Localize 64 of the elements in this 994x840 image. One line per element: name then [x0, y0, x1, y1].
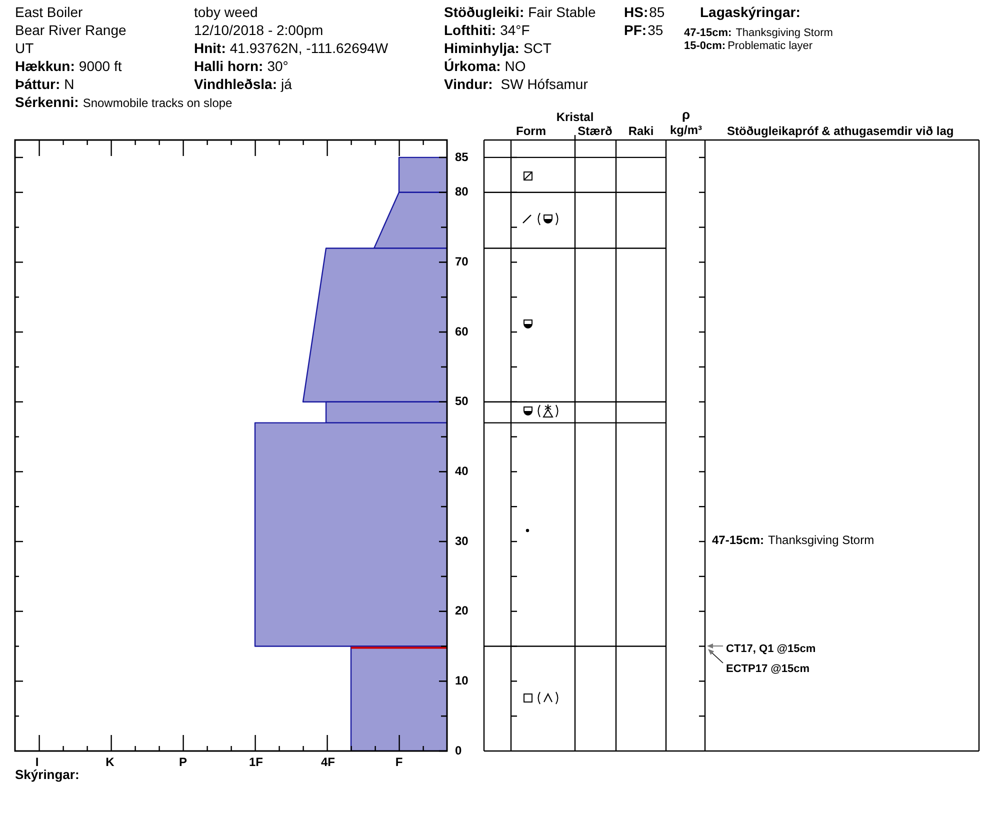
y-tick-label: 40 — [455, 464, 469, 478]
y-tick-label: 10 — [455, 673, 469, 688]
text: 30° — [267, 58, 288, 74]
text: 15-0cm: — [684, 40, 726, 52]
text: 12/10/2018 - 2:00pm — [194, 22, 324, 38]
text: Stöðugleiki: — [444, 4, 524, 20]
text: Raki — [628, 124, 654, 138]
y-tick-label: 70 — [455, 254, 469, 269]
y-tick-label: 85 — [455, 150, 469, 164]
text: já — [280, 76, 292, 92]
text: East Boiler — [15, 4, 83, 20]
text: UT — [15, 40, 34, 56]
y-tick-label: 50 — [455, 394, 469, 408]
text: 34°F — [500, 22, 530, 38]
text: Úrkoma: — [444, 58, 501, 74]
text: Himinhylja: — [444, 40, 520, 56]
text: NO — [504, 58, 526, 74]
text: 1F — [248, 755, 264, 769]
text: ρ — [682, 106, 690, 122]
text: SW Hófsamur — [500, 76, 588, 92]
text: CT17, Q1 @15cm — [726, 642, 816, 654]
y-tick-label: 0 — [455, 743, 462, 758]
text: Fair Stable — [528, 4, 596, 20]
text: Lofthiti: — [444, 22, 496, 38]
text: 47-15cm: — [684, 26, 732, 38]
text: P — [178, 755, 188, 769]
text: Vindhleðsla: — [194, 76, 277, 92]
text: I — [35, 755, 39, 769]
y-tick-label: 30 — [455, 534, 469, 548]
text: 85 — [649, 4, 665, 20]
text: Form — [516, 124, 546, 138]
text: Sérkenni: — [15, 94, 79, 110]
text: 35 — [648, 22, 664, 38]
y-tick-label: 20 — [455, 604, 469, 618]
text: 47-15cm: — [712, 533, 764, 547]
text: HS: — [624, 4, 648, 20]
text: Thanksgiving Storm — [736, 26, 833, 38]
text: Snowmobile tracks on slope — [82, 96, 232, 110]
y-tick-label: 80 — [455, 184, 469, 199]
text: toby weed — [194, 4, 258, 20]
text: F — [395, 755, 403, 769]
text: Problematic layer — [728, 40, 813, 52]
text: N — [64, 76, 74, 92]
text: Stöðugleikapróf & athugasemdir við lag — [727, 124, 954, 138]
text: Skýringar: — [15, 766, 80, 782]
text: 4F — [320, 755, 336, 769]
text: Lagaskýringar: — [700, 4, 800, 20]
text: SCT — [523, 40, 552, 56]
text: 41.93762N, -111.62694W — [230, 40, 388, 56]
text: Hækkun: — [15, 58, 75, 74]
text: Thanksgiving Storm — [768, 533, 874, 547]
text: Kristal — [556, 110, 594, 124]
text: Halli horn: — [194, 58, 264, 74]
text: kg/m³ — [670, 123, 702, 137]
text: Vindur: — [444, 76, 493, 92]
text: Stærð — [578, 124, 612, 138]
text: Bear River Range — [15, 22, 126, 38]
text: K — [106, 755, 114, 769]
text: PF: — [624, 22, 647, 38]
text: ECTP17 @15cm — [726, 662, 810, 674]
text: 9000 ft — [78, 58, 122, 74]
text: Þáttur: — [15, 76, 60, 92]
text: Hnit: — [194, 40, 226, 56]
y-tick-label: 60 — [455, 324, 469, 338]
